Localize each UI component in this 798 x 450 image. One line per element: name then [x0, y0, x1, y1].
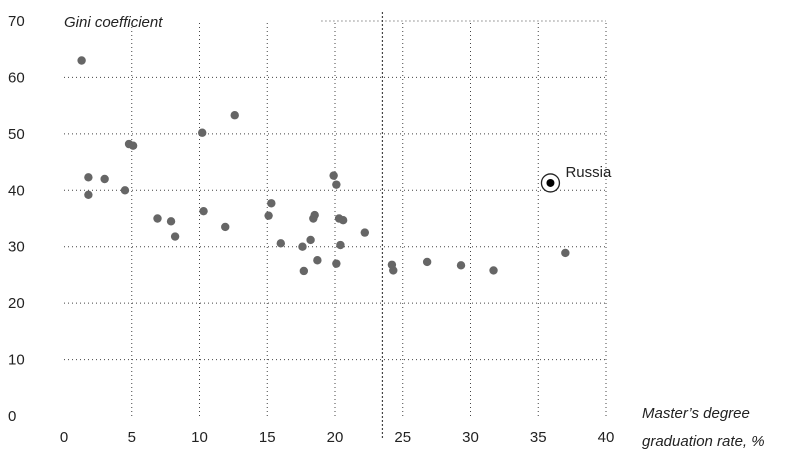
x-tick-label: 5 [128, 429, 136, 446]
highlight-group: Russia [540, 164, 612, 193]
data-point [561, 248, 570, 258]
data-point [299, 266, 309, 276]
y-tick-label: 50 [8, 126, 25, 143]
data-point [332, 259, 341, 268]
data-point [264, 211, 273, 220]
x-tick-label: 35 [530, 429, 547, 446]
data-point [336, 240, 345, 250]
data-point [230, 111, 239, 120]
data-point [332, 180, 341, 189]
y-tick-label: 20 [8, 295, 25, 312]
data-point [276, 239, 285, 248]
x-tick-label: 40 [598, 429, 615, 446]
grid [64, 12, 607, 440]
y-tick-label: 60 [8, 69, 25, 86]
data-point [267, 199, 276, 208]
data-point [128, 141, 138, 150]
y-tick-label: 30 [8, 239, 25, 256]
data-point [360, 228, 370, 237]
x-tick-label: 20 [327, 429, 344, 446]
data-point [338, 215, 348, 225]
y-axis-label: Gini coefficient [64, 14, 163, 31]
data-point [298, 242, 307, 251]
tick-labels: 0 5 10 15 20 25 30 35 40 0 10 20 30 40 50 60 70 [8, 13, 614, 446]
x-axis-label-line2: graduation rate, % [642, 433, 765, 450]
data-point [199, 206, 208, 216]
x-tick-label: 10 [191, 429, 208, 446]
data-point [84, 173, 93, 182]
data-points [77, 56, 570, 276]
highlight-point [546, 178, 555, 187]
data-point [422, 257, 432, 267]
y-tick-label: 70 [8, 13, 25, 30]
x-tick-label: 25 [394, 429, 411, 446]
y-tick-label: 0 [8, 408, 16, 425]
data-point [310, 210, 319, 220]
data-point [77, 56, 86, 65]
data-point [389, 266, 398, 275]
data-point [489, 266, 498, 275]
x-axis-label-line1: Master’s degree [642, 405, 750, 422]
data-point [306, 235, 315, 245]
data-point [166, 217, 176, 226]
data-point [153, 214, 162, 223]
highlight-label: Russia [565, 164, 612, 181]
data-point [84, 190, 93, 199]
y-tick-label: 40 [8, 182, 25, 199]
data-point [198, 128, 207, 137]
data-point [120, 186, 130, 195]
x-tick-label: 30 [462, 429, 479, 446]
data-point [221, 222, 230, 232]
data-point [329, 171, 338, 180]
y-tick-label: 10 [8, 352, 25, 369]
data-point [313, 256, 322, 265]
data-point [100, 174, 109, 184]
x-tick-label: 15 [259, 429, 276, 446]
data-point [456, 261, 466, 270]
x-tick-label: 0 [60, 429, 68, 446]
data-point [170, 232, 180, 241]
